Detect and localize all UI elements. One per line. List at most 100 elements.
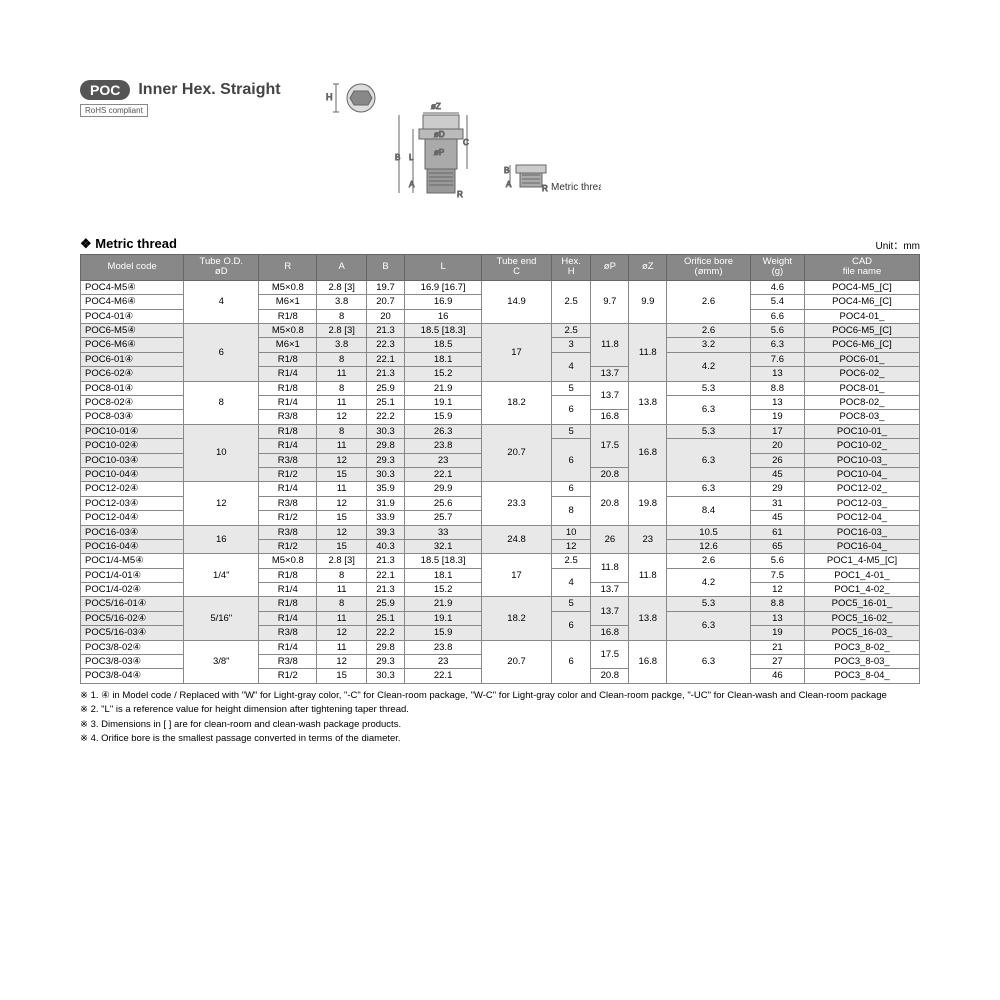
table-cell: POC6-M5④ [81, 324, 184, 338]
table-cell: POC10-03④ [81, 453, 184, 467]
table-cell: 19 [750, 626, 804, 640]
table-cell: 23 [404, 453, 481, 467]
table-cell: 5.3 [667, 381, 751, 395]
table-cell: 19.7 [367, 280, 405, 294]
table-cell: POC16-04_ [804, 539, 919, 553]
table-cell: M5×0.8 [259, 280, 317, 294]
svg-text:A: A [506, 180, 512, 189]
table-cell: 15.9 [404, 626, 481, 640]
table-cell: R1/2 [259, 539, 317, 553]
table-cell: 18.5 [18.3] [404, 554, 481, 568]
table-cell: 3.2 [667, 338, 751, 352]
table-cell: 8 [317, 424, 367, 438]
col-header: øP [591, 255, 629, 281]
table-row: POC6-M5④6M5×0.82.8 [3]21.318.5 [18.3]172… [81, 324, 920, 338]
table-cell: 26 [591, 525, 629, 554]
table-cell: 2.6 [667, 554, 751, 568]
table-cell: 21.3 [367, 554, 405, 568]
table-cell: POC4-M5④ [81, 280, 184, 294]
table-cell: R1/4 [259, 396, 317, 410]
table-cell: 7.6 [750, 352, 804, 366]
table-cell: POC6-M6④ [81, 338, 184, 352]
table-cell: R1/4 [259, 367, 317, 381]
col-header: Orifice bore(ømm) [667, 255, 751, 281]
svg-text:B: B [395, 153, 400, 162]
table-cell: R1/8 [259, 309, 317, 323]
table-cell: 4.2 [667, 568, 751, 597]
svg-text:Metric thread type: Metric thread type [551, 182, 601, 193]
table-cell: 6 [551, 439, 591, 482]
table-cell: 17 [750, 424, 804, 438]
table-cell: 16 [404, 309, 481, 323]
table-cell: 23.3 [482, 482, 552, 525]
svg-text:øZ: øZ [431, 102, 441, 111]
table-cell: 12 [317, 496, 367, 510]
table-cell: 5.3 [667, 424, 751, 438]
svg-text:R: R [457, 190, 463, 199]
poc-logo: POC [80, 80, 130, 100]
table-cell: 13 [750, 367, 804, 381]
table-row: POC16-03④16R3/81239.33324.810262310.561P… [81, 525, 920, 539]
table-cell: 14.9 [482, 280, 552, 323]
col-header: A [317, 255, 367, 281]
table-cell: 18.2 [482, 381, 552, 424]
table-cell: 6.3 [667, 396, 751, 425]
table-cell: POC16-04④ [81, 539, 184, 553]
table-cell: POC4-M5_[C] [804, 280, 919, 294]
table-cell: 8 [317, 568, 367, 582]
table-cell: 18.2 [482, 597, 552, 640]
table-cell: 8 [184, 381, 259, 424]
table-cell: M6×1 [259, 338, 317, 352]
table-cell: 13 [750, 611, 804, 625]
table-cell: R3/8 [259, 496, 317, 510]
table-cell: POC6-02④ [81, 367, 184, 381]
table-cell: 15.9 [404, 410, 481, 424]
table-cell: M6×1 [259, 295, 317, 309]
table-cell: 11.8 [629, 324, 667, 382]
table-cell: 16.8 [629, 640, 667, 683]
table-cell: 12 [750, 583, 804, 597]
table-cell: 45 [750, 511, 804, 525]
table-cell: 39.3 [367, 525, 405, 539]
table-cell: 20.7 [367, 295, 405, 309]
table-cell: 11.8 [591, 554, 629, 583]
table-cell: 6 [551, 611, 591, 640]
table-cell: R1/2 [259, 467, 317, 481]
table-cell: 3.8 [317, 295, 367, 309]
table-cell: POC16-03④ [81, 525, 184, 539]
table-cell: 29.3 [367, 655, 405, 669]
table-cell: R1/4 [259, 482, 317, 496]
svg-text:øP: øP [434, 148, 444, 157]
table-cell: 10 [184, 424, 259, 482]
table-cell: 20 [750, 439, 804, 453]
section-title: Metric thread [80, 236, 177, 252]
table-cell: 2.5 [551, 280, 591, 323]
table-cell: POC6-M5_[C] [804, 324, 919, 338]
table-cell: 13.7 [591, 381, 629, 410]
table-cell: POC12-02④ [81, 482, 184, 496]
svg-text:C: C [463, 138, 469, 147]
footnote-line: ※ 2. "L" is a reference value for height… [80, 704, 920, 716]
table-cell: 5.4 [750, 295, 804, 309]
table-cell: 21 [750, 640, 804, 654]
table-cell: R3/8 [259, 525, 317, 539]
table-cell: 11 [317, 482, 367, 496]
col-header: Model code [81, 255, 184, 281]
table-cell: POC6-M6_[C] [804, 338, 919, 352]
table-cell: POC6-02_ [804, 367, 919, 381]
table-cell: 2.8 [3] [317, 280, 367, 294]
table-cell: POC4-M6④ [81, 295, 184, 309]
svg-text:A: A [409, 180, 415, 189]
table-cell: POC1/4-01④ [81, 568, 184, 582]
table-cell: 5 [551, 597, 591, 611]
table-row: POC1/4-M5④1/4"M5×0.82.8 [3]21.318.5 [18.… [81, 554, 920, 568]
table-cell: POC3_8-02_ [804, 640, 919, 654]
table-cell: 13 [750, 396, 804, 410]
table-cell: 61 [750, 525, 804, 539]
table-cell: POC16-03_ [804, 525, 919, 539]
table-row: POC5/16-01④5/16"R1/8825.921.918.2513.713… [81, 597, 920, 611]
table-cell: 22.2 [367, 626, 405, 640]
table-cell: R1/8 [259, 597, 317, 611]
table-cell: 2.6 [667, 280, 751, 323]
table-cell: 16.9 [16.7] [404, 280, 481, 294]
